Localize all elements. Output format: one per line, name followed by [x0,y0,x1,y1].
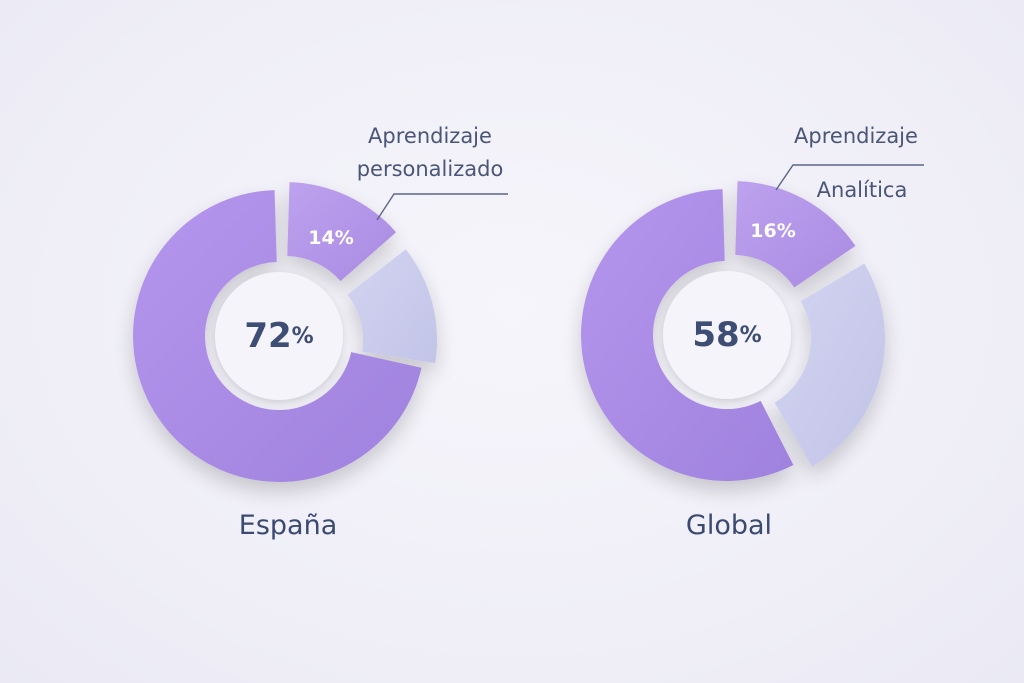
extra-label-global: Analítica [817,178,908,202]
segment-label-espana: 14% [308,227,353,249]
donut-chart-global: 58% 16% Aprendizaje Analítica Global [580,124,924,541]
chart-title-espana: España [239,510,337,541]
donut-slice-main [580,189,794,482]
donut-segments-espana [133,182,437,482]
donut-slice-highlight [735,181,856,288]
donut-slice-other [347,249,437,364]
donut-chart-espana: 72% 14% Aprendizaje personalizado España [133,124,508,541]
callout-line1-espana: Aprendizaje [368,124,492,148]
donut-slice-other [774,263,885,467]
donut-slice-main [133,190,422,482]
callout-line2-espana: personalizado [357,157,504,181]
donut-hole-espana [215,272,343,400]
donut-hole-global [663,271,791,399]
donut-slice-highlight [287,182,397,282]
center-value-global: 58% [692,315,761,355]
callout-leader-global [775,164,924,191]
segment-label-global: 16% [750,220,795,242]
center-value-espana: 72% [244,316,313,356]
chart-title-global: Global [686,510,772,541]
callout-line1-global: Aprendizaje [794,124,918,148]
callout-leader-espana [376,193,508,221]
donut-segments-global [580,181,885,482]
